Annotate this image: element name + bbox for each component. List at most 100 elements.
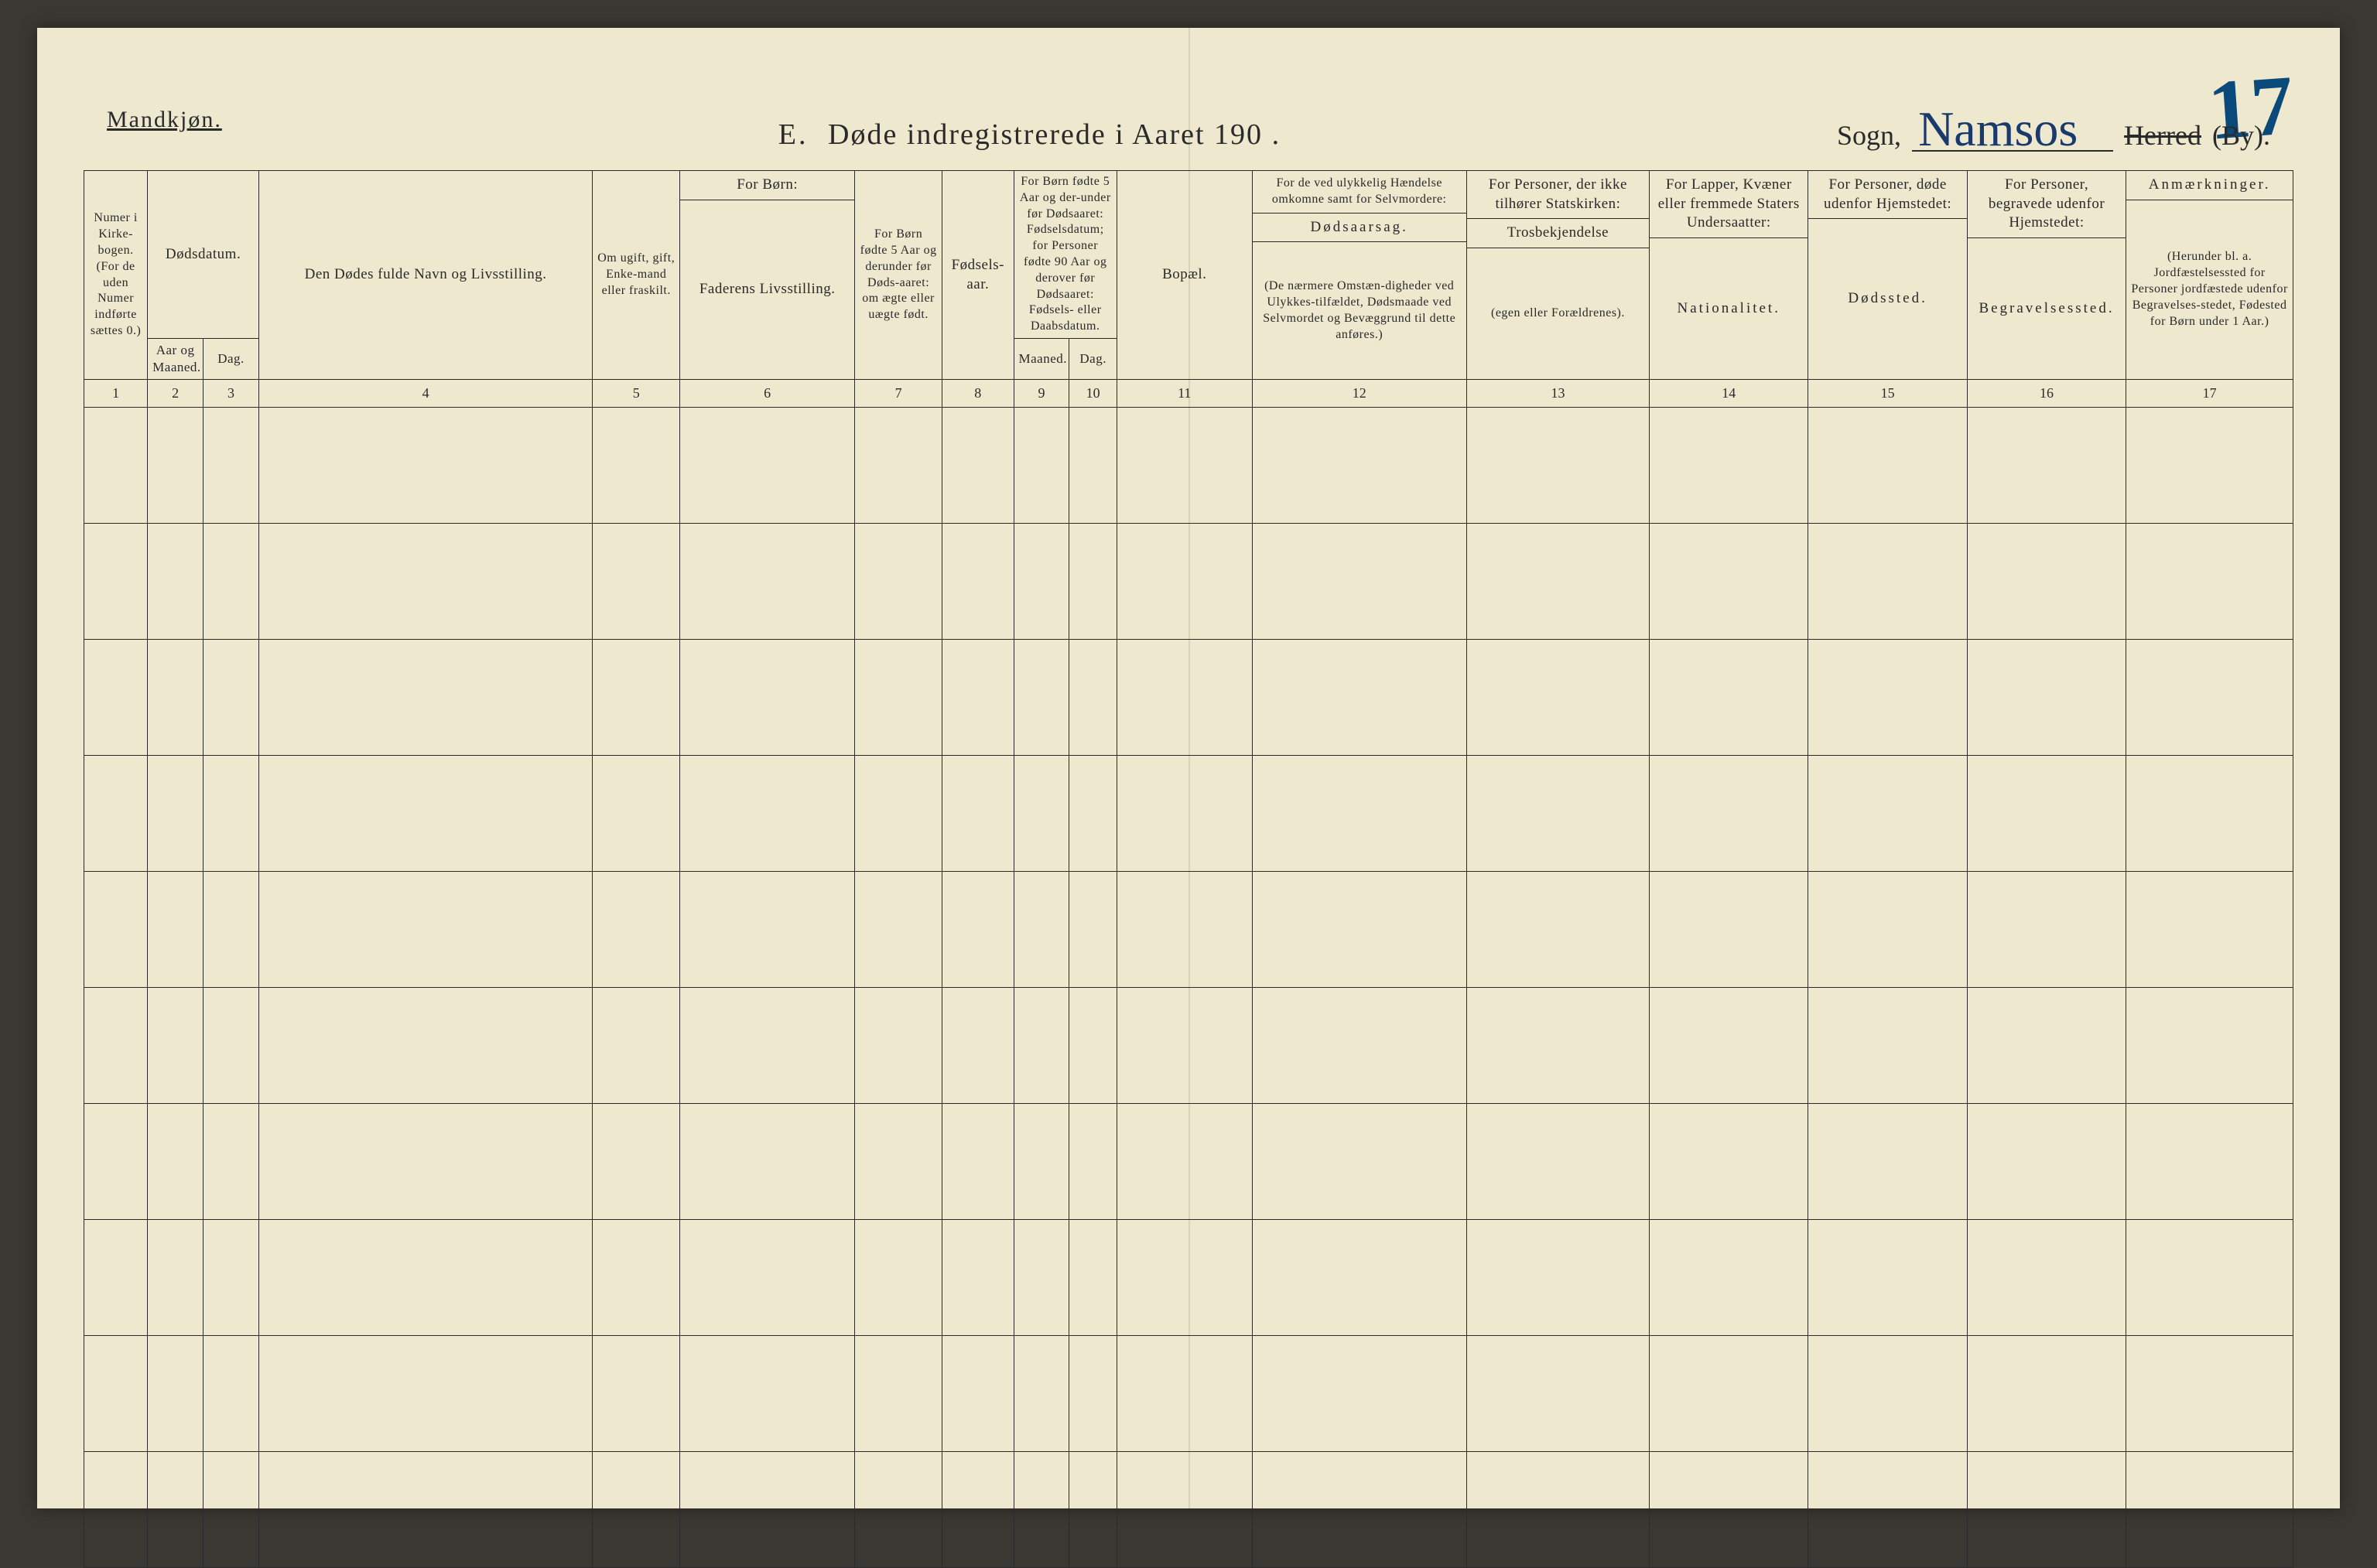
table-cell bbox=[1967, 1336, 2126, 1452]
col-1-head: Numer i Kirke-bogen. (For de uden Numer … bbox=[84, 171, 148, 380]
table-cell bbox=[1466, 1104, 1649, 1220]
table-cell bbox=[1117, 1336, 1252, 1452]
table-cell bbox=[1650, 1104, 1808, 1220]
column-number: 5 bbox=[593, 380, 680, 408]
column-number: 15 bbox=[1808, 380, 1967, 408]
table-cell bbox=[1967, 1104, 2126, 1220]
table-cell bbox=[1650, 1336, 1808, 1452]
col-8-head: Fødsels-aar. bbox=[942, 171, 1014, 380]
table-cell bbox=[942, 640, 1014, 756]
table-cell bbox=[84, 524, 148, 640]
table-cell bbox=[1252, 1336, 1466, 1452]
table-cell bbox=[258, 756, 592, 872]
table-cell bbox=[680, 408, 855, 524]
header-row: Mandkjøn. E. Døde indregistrerede i Aare… bbox=[84, 82, 2293, 152]
table-cell bbox=[680, 524, 855, 640]
table-cell bbox=[855, 872, 942, 988]
table-cell bbox=[258, 872, 592, 988]
table-cell bbox=[258, 988, 592, 1104]
table-cell bbox=[680, 1452, 855, 1568]
table-cell bbox=[1117, 640, 1252, 756]
table-cell bbox=[1117, 756, 1252, 872]
table-cell bbox=[1252, 408, 1466, 524]
table-cell bbox=[680, 1104, 855, 1220]
column-number: 6 bbox=[680, 380, 855, 408]
col-4-head: Den Dødes fulde Navn og Livsstilling. bbox=[258, 171, 592, 380]
table-cell bbox=[1252, 756, 1466, 872]
table-cell bbox=[942, 408, 1014, 524]
table-cell bbox=[942, 1336, 1014, 1452]
table-row bbox=[84, 1104, 2293, 1220]
table-cell bbox=[203, 408, 259, 524]
table-cell bbox=[2126, 1104, 2293, 1220]
table-cell bbox=[1117, 872, 1252, 988]
table-cell bbox=[1069, 408, 1117, 524]
column-number: 14 bbox=[1650, 380, 1808, 408]
table-cell bbox=[1069, 756, 1117, 872]
table-cell bbox=[2126, 756, 2293, 872]
table-cell bbox=[680, 1220, 855, 1336]
column-number: 12 bbox=[1252, 380, 1466, 408]
table-row bbox=[84, 1452, 2293, 1568]
column-number: 7 bbox=[855, 380, 942, 408]
table-cell bbox=[855, 1220, 942, 1336]
table-cell bbox=[1650, 524, 1808, 640]
table-cell bbox=[855, 408, 942, 524]
table-cell bbox=[1466, 640, 1649, 756]
table-cell bbox=[1650, 1220, 1808, 1336]
column-number: 2 bbox=[148, 380, 203, 408]
table-cell bbox=[258, 408, 592, 524]
table-cell bbox=[942, 756, 1014, 872]
table-cell bbox=[855, 1452, 942, 1568]
sogn-handwritten-value: Namsos bbox=[1918, 101, 2078, 158]
col-11-head: Bopæl. bbox=[1117, 171, 1252, 380]
table-cell bbox=[258, 1104, 592, 1220]
table-cell bbox=[1466, 1452, 1649, 1568]
table-cell bbox=[148, 1220, 203, 1336]
table-cell bbox=[1252, 640, 1466, 756]
table-cell bbox=[1967, 524, 2126, 640]
table-cell bbox=[680, 988, 855, 1104]
table-cell bbox=[593, 1104, 680, 1220]
table-cell bbox=[1967, 988, 2126, 1104]
table-cell bbox=[1069, 524, 1117, 640]
table-cell bbox=[1069, 872, 1117, 988]
table-cell bbox=[203, 1104, 259, 1220]
table-cell bbox=[593, 1220, 680, 1336]
table-cell bbox=[84, 872, 148, 988]
table-cell bbox=[203, 988, 259, 1104]
column-number: 10 bbox=[1069, 380, 1117, 408]
table-cell bbox=[2126, 1336, 2293, 1452]
table-cell bbox=[258, 1220, 592, 1336]
table-cell bbox=[1252, 988, 1466, 1104]
column-number: 1 bbox=[84, 380, 148, 408]
table-cell bbox=[942, 524, 1014, 640]
by-label: (By). bbox=[2212, 119, 2270, 152]
table-cell bbox=[2126, 872, 2293, 988]
sogn-field: Namsos bbox=[1912, 118, 2113, 152]
table-cell bbox=[680, 640, 855, 756]
table-cell bbox=[2126, 524, 2293, 640]
register-table: Numer i Kirke-bogen. (For de uden Numer … bbox=[84, 170, 2293, 1568]
table-cell bbox=[2126, 1220, 2293, 1336]
table-row bbox=[84, 524, 2293, 640]
table-cell bbox=[1014, 408, 1069, 524]
col-17-head: Anmærkninger.(Herunder bl. a. Jordfæstel… bbox=[2126, 171, 2293, 380]
table-cell bbox=[855, 1336, 942, 1452]
table-cell bbox=[258, 524, 592, 640]
table-cell bbox=[1466, 408, 1649, 524]
table-cell bbox=[942, 872, 1014, 988]
table-cell bbox=[1967, 756, 2126, 872]
title-suffix: . bbox=[1272, 118, 1281, 151]
table-cell bbox=[84, 1220, 148, 1336]
table-cell bbox=[84, 988, 148, 1104]
table-body bbox=[84, 408, 2293, 1568]
table-cell bbox=[1069, 1220, 1117, 1336]
table-cell bbox=[203, 1220, 259, 1336]
table-cell bbox=[1967, 1452, 2126, 1568]
table-cell bbox=[1466, 1336, 1649, 1452]
column-number: 4 bbox=[258, 380, 592, 408]
table-cell bbox=[1808, 1220, 1967, 1336]
table-cell bbox=[2126, 408, 2293, 524]
table-cell bbox=[1466, 988, 1649, 1104]
